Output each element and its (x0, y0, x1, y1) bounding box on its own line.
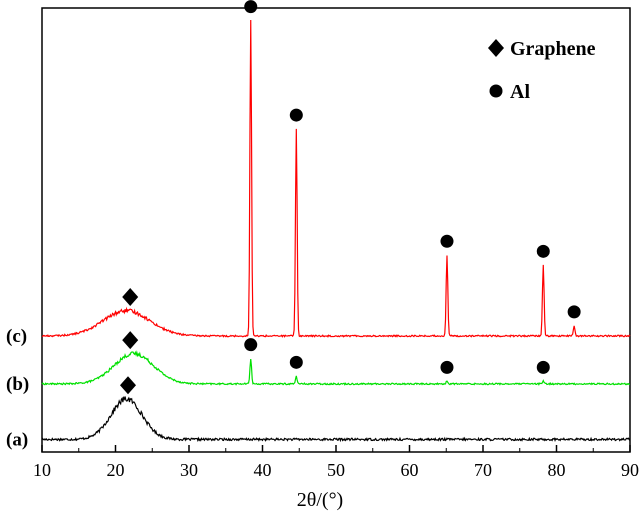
legend-label: Graphene (510, 38, 596, 60)
series-label: (c) (6, 326, 27, 347)
x-axis-title: 2θ/(°) (297, 489, 343, 511)
graphene-marker-diamond (122, 288, 139, 307)
x-tick-label: 80 (548, 460, 566, 480)
series-line-b (41, 350, 631, 386)
al-marker-circle (440, 234, 454, 248)
al-marker-circle (567, 305, 581, 319)
legend: Graphene Al (488, 38, 596, 103)
x-tick-label: 60 (401, 460, 419, 480)
x-tick-label: 40 (254, 460, 272, 480)
graphene-marker-diamond (119, 376, 136, 395)
al-marker-circle (244, 338, 258, 352)
x-tick-label: 10 (33, 460, 51, 480)
marker-layer (119, 0, 581, 395)
series-layer (41, 20, 631, 443)
x-tick-label: 30 (180, 460, 198, 480)
x-tick-label: 20 (107, 460, 125, 480)
series-label: (b) (6, 374, 29, 395)
x-tick-label: 70 (474, 460, 492, 480)
series-line-a (41, 396, 631, 443)
al-marker-circle (536, 360, 550, 374)
al-marker-circle (440, 360, 454, 374)
al-marker-circle (289, 355, 303, 369)
series-label: (a) (6, 429, 28, 450)
axis-layer: 10 20 30 40 50 60 70 80 90 (a) (b) (c) (6, 326, 639, 480)
graphene-marker-diamond (122, 331, 139, 350)
x-tick-label: 90 (621, 460, 639, 480)
x-tick-label: 50 (327, 460, 345, 480)
al-marker-circle (289, 108, 303, 122)
legend-label: Al (510, 81, 530, 103)
legend-diamond-icon (488, 39, 504, 57)
al-marker-circle (536, 244, 550, 258)
legend-circle-icon (489, 84, 503, 98)
series-line-c (41, 20, 631, 338)
al-marker-circle (244, 0, 258, 14)
